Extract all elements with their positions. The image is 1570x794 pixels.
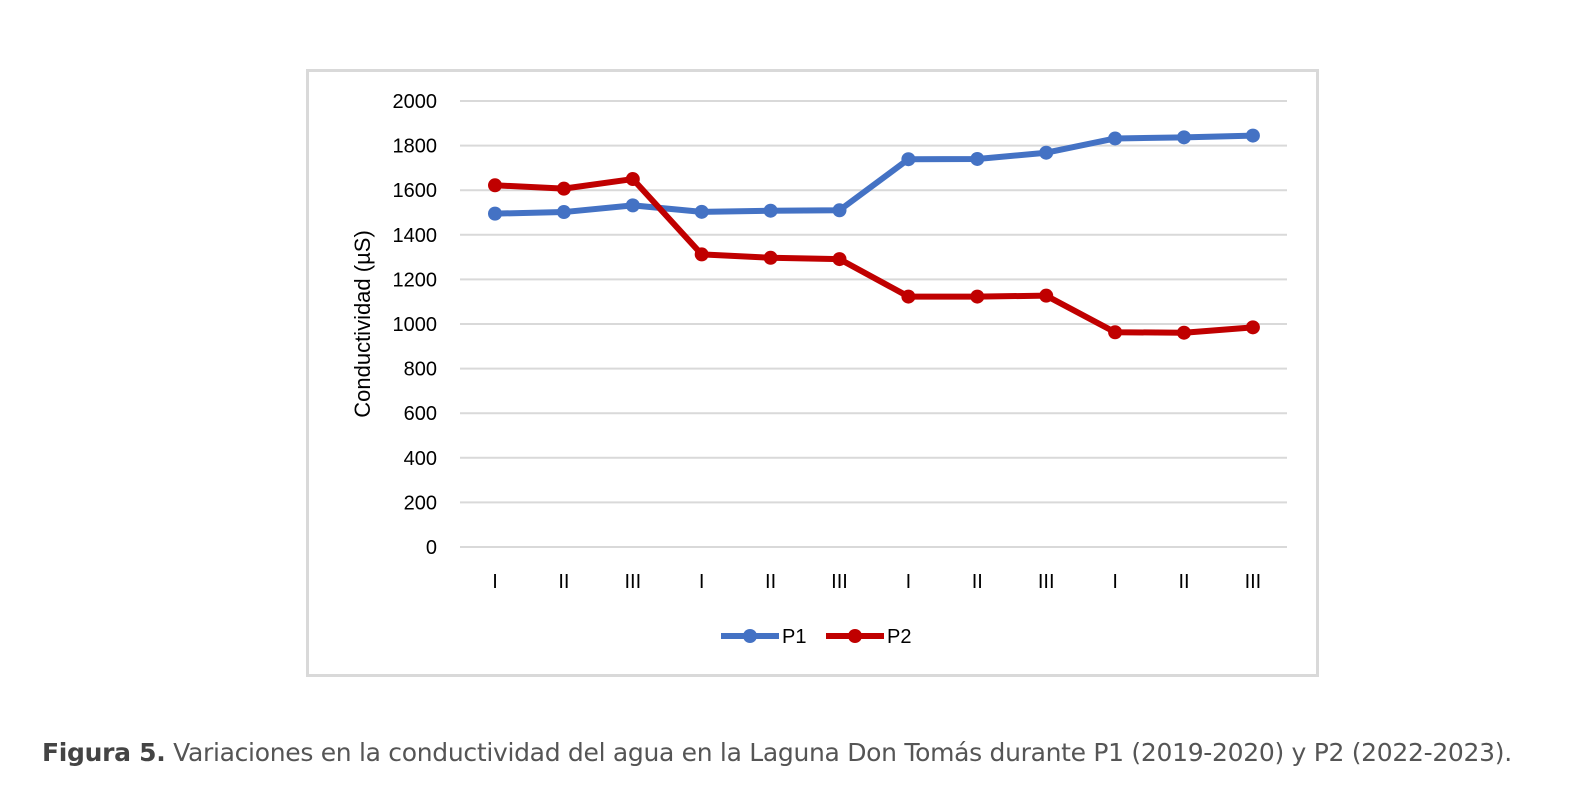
x-tick-label-2: II bbox=[558, 571, 569, 593]
series-line-P1 bbox=[492, 132, 1256, 217]
y-tick-label-1200: 1200 bbox=[393, 269, 438, 291]
data-point-P2-8 bbox=[970, 289, 985, 304]
data-point-P2-11 bbox=[1177, 325, 1191, 340]
x-tick-label-12: III bbox=[1245, 571, 1262, 593]
data-point-P1-6 bbox=[832, 203, 847, 218]
data-point-P2-2 bbox=[556, 181, 571, 196]
data-point-P2-5 bbox=[763, 250, 778, 265]
data-point-P2-10 bbox=[1108, 325, 1123, 340]
x-tick-label-4: I bbox=[699, 571, 705, 593]
data-point-P1-7 bbox=[901, 152, 916, 167]
data-point-P1-1 bbox=[488, 206, 502, 221]
data-point-P1-3 bbox=[625, 198, 640, 213]
data-point-P1-2 bbox=[556, 205, 571, 220]
y-tick-label-400: 400 bbox=[404, 448, 437, 470]
legend-marker-P2 bbox=[848, 629, 862, 643]
x-tick-label-5: II bbox=[765, 571, 776, 593]
data-point-P2-4 bbox=[694, 247, 709, 262]
data-point-P2-12 bbox=[1245, 320, 1260, 335]
y-axis-label: Conductividad (µS) bbox=[350, 230, 375, 418]
x-tick-label-8: II bbox=[972, 571, 983, 593]
data-point-P2-9 bbox=[1039, 288, 1054, 303]
grid-lines bbox=[460, 100, 1287, 548]
y-tick-label-800: 800 bbox=[404, 359, 437, 381]
data-point-P2-6 bbox=[832, 252, 847, 267]
data-point-P2-1 bbox=[488, 178, 502, 193]
caption-label: Figura 5. bbox=[42, 738, 166, 767]
data-point-P1-10 bbox=[1108, 131, 1123, 146]
y-tick-label-600: 600 bbox=[404, 403, 437, 425]
legend-item-P2: P2 bbox=[826, 626, 911, 648]
data-point-P1-11 bbox=[1177, 130, 1191, 145]
series-lines bbox=[488, 128, 1260, 340]
y-tick-label-1600: 1600 bbox=[393, 180, 438, 202]
series-P2 bbox=[488, 172, 1260, 340]
y-tick-label-0: 0 bbox=[426, 537, 437, 559]
figure-caption: Figura 5. Variaciones en la conductivida… bbox=[42, 738, 1552, 767]
x-tick-label-1: I bbox=[492, 571, 498, 593]
data-point-P2-3 bbox=[625, 172, 640, 187]
data-point-P1-4 bbox=[694, 204, 709, 219]
data-point-P1-12 bbox=[1245, 128, 1260, 143]
y-tick-label-200: 200 bbox=[404, 492, 437, 514]
chart-frame bbox=[306, 69, 1319, 677]
legend: P1 P2 bbox=[721, 626, 911, 648]
data-point-P2-7 bbox=[901, 289, 916, 304]
y-tick-labels: 0 200 400 600 800 1000 1200 1400 1600 1800 2000 bbox=[393, 91, 438, 559]
caption-text: Variaciones en la conductividad del agua… bbox=[165, 738, 1512, 767]
legend-item-P1: P1 bbox=[721, 626, 806, 648]
x-tick-label-6: III bbox=[831, 571, 848, 593]
x-tick-label-9: III bbox=[1038, 571, 1055, 593]
y-tick-label-1800: 1800 bbox=[393, 136, 438, 158]
y-tick-label-1400: 1400 bbox=[393, 225, 438, 247]
x-tick-labels: I II III I II III I II III I II III bbox=[492, 571, 1261, 593]
data-point-P1-5 bbox=[763, 203, 778, 218]
x-tick-label-7: I bbox=[906, 571, 912, 593]
x-tick-label-10: I bbox=[1112, 571, 1118, 593]
legend-marker-P1 bbox=[743, 629, 757, 643]
data-point-P1-8 bbox=[970, 151, 985, 166]
y-tick-label-1000: 1000 bbox=[393, 314, 438, 336]
y-tick-label-2000: 2000 bbox=[393, 91, 438, 113]
x-tick-label-11: II bbox=[1178, 571, 1189, 593]
data-point-P1-9 bbox=[1039, 145, 1054, 160]
series-P1 bbox=[488, 128, 1260, 221]
legend-label-P1: P1 bbox=[782, 626, 806, 648]
legend-label-P2: P2 bbox=[887, 626, 911, 648]
x-tick-label-3: III bbox=[624, 571, 641, 593]
series-line-P2 bbox=[492, 176, 1256, 336]
